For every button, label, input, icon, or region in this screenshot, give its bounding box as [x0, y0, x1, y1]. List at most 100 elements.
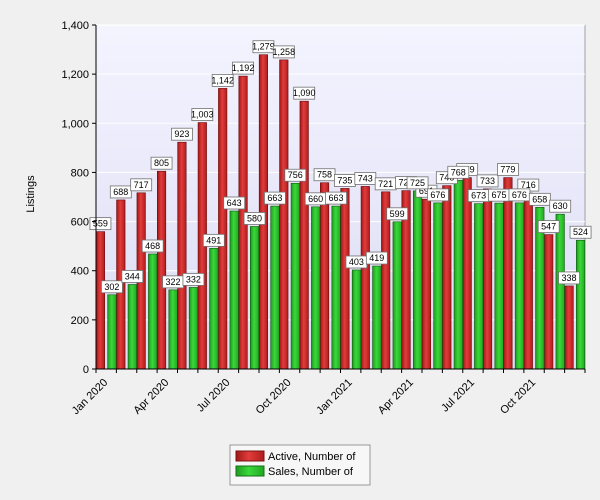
bar-sales	[188, 287, 198, 370]
data-label-value: 1,192	[232, 63, 255, 73]
x-tick-label: Jul 2021	[439, 377, 477, 415]
bar-sales	[311, 206, 321, 370]
data-label-active: 1,279	[252, 40, 275, 54]
data-label-sales: 332	[182, 273, 205, 286]
bar-active	[157, 170, 167, 370]
bar-sales	[270, 205, 280, 370]
data-label-active: 758	[313, 168, 336, 182]
data-label-active: 1,192	[232, 61, 255, 75]
data-label-box	[121, 270, 144, 283]
bar-sales	[229, 210, 239, 370]
data-label-active: 733	[476, 174, 499, 188]
legend-label-active: Active, Number of	[268, 451, 356, 463]
data-label-value: 658	[532, 194, 547, 204]
data-label-box	[528, 192, 551, 206]
y-tick-label: 0	[83, 364, 89, 376]
data-label-sales: 580	[243, 212, 266, 225]
data-label-sales: 322	[162, 275, 184, 289]
data-label-sales: 630	[549, 199, 572, 213]
data-label-sales: 643	[223, 196, 246, 210]
data-label-active: 779	[497, 163, 519, 176]
data-label-box	[427, 188, 449, 202]
data-label-value: 716	[521, 180, 536, 190]
bar-sales	[331, 205, 341, 370]
data-label-box	[558, 271, 580, 285]
data-label-value: 743	[358, 173, 373, 183]
data-label-active: 1,003	[191, 108, 214, 121]
legend-swatch-sales	[235, 465, 265, 477]
data-label-sales: 468	[141, 239, 164, 253]
data-label-box	[223, 196, 246, 210]
data-label-sales: 419	[365, 251, 388, 265]
data-label-box	[569, 225, 592, 239]
data-label-box	[272, 45, 295, 59]
data-label-active: 1,258	[272, 45, 295, 59]
data-label-box	[447, 165, 470, 179]
data-label-sales: 768	[447, 165, 470, 179]
data-label-value: 1,142	[211, 75, 234, 85]
data-label-value: 735	[337, 175, 352, 185]
x-tick-label: Jan 2021	[314, 377, 354, 417]
data-label-active: 1,090	[293, 86, 316, 100]
data-label-sales: 663	[325, 191, 347, 205]
data-label-box	[202, 233, 225, 247]
data-label-box	[243, 212, 266, 225]
data-label-value: 1,003	[191, 110, 214, 120]
y-tick-label: 800	[71, 167, 89, 179]
bar-sales	[433, 202, 443, 370]
x-tick-label: Apr 2021	[376, 377, 416, 417]
data-label-active: 735	[334, 173, 356, 187]
data-label-value: 1,090	[293, 88, 316, 98]
bar-active	[258, 54, 268, 370]
y-tick-label: 1,000	[61, 118, 89, 130]
bar-active	[523, 192, 533, 370]
data-label-value: 725	[410, 178, 425, 188]
data-label-sales: 302	[101, 280, 123, 294]
data-label-value: 923	[174, 129, 189, 139]
data-label-box	[130, 178, 153, 192]
data-label-value: 322	[166, 277, 181, 287]
data-label-sales: 658	[528, 192, 551, 206]
data-label-box	[232, 61, 254, 75]
data-label-sales: 344	[121, 270, 144, 283]
data-label-box	[109, 185, 132, 199]
data-label-value: 302	[104, 282, 119, 292]
data-label-sales: 673	[467, 189, 490, 203]
bar-sales	[392, 221, 402, 370]
data-label-value: 688	[113, 187, 128, 197]
data-label-sales: 725	[406, 176, 429, 190]
data-label-value: 547	[541, 222, 556, 232]
y-axis: 0 200 400 600 800 1,000 1,200 1,400	[61, 20, 97, 376]
bar-sales	[494, 202, 504, 370]
data-label-sales: 663	[264, 191, 286, 205]
data-label-box	[141, 239, 164, 253]
data-label-active: 547	[537, 220, 560, 233]
data-label-sales: 599	[386, 207, 409, 221]
bar-active	[340, 188, 350, 370]
data-label-value: 580	[247, 213, 262, 223]
data-label-sales: 756	[284, 168, 307, 182]
data-label-active: 805	[150, 156, 173, 170]
data-label-box	[211, 73, 234, 87]
data-label-box	[386, 207, 409, 221]
data-label-value: 676	[512, 190, 527, 200]
data-label-value: 403	[349, 257, 364, 267]
data-label-value: 1,279	[252, 42, 275, 52]
data-label-value: 344	[125, 271, 140, 281]
data-label-value: 332	[186, 274, 201, 284]
data-label-value: 524	[573, 227, 588, 237]
data-label-sales: 403	[345, 255, 368, 269]
x-tick-label: Jan 2020	[70, 377, 110, 417]
y-tick-label: 1,400	[61, 20, 89, 32]
bar-active	[279, 59, 289, 370]
data-label-box	[497, 163, 519, 176]
legend: Active, Number of Sales, Number of	[229, 444, 371, 486]
data-label-sales: 660	[304, 192, 327, 206]
y-tick-label: 600	[71, 217, 89, 229]
y-tick-label: 200	[71, 315, 89, 327]
data-label-box	[191, 108, 214, 121]
data-label-sales: 491	[202, 233, 225, 247]
legend-label-sales: Sales, Number of	[268, 466, 354, 478]
